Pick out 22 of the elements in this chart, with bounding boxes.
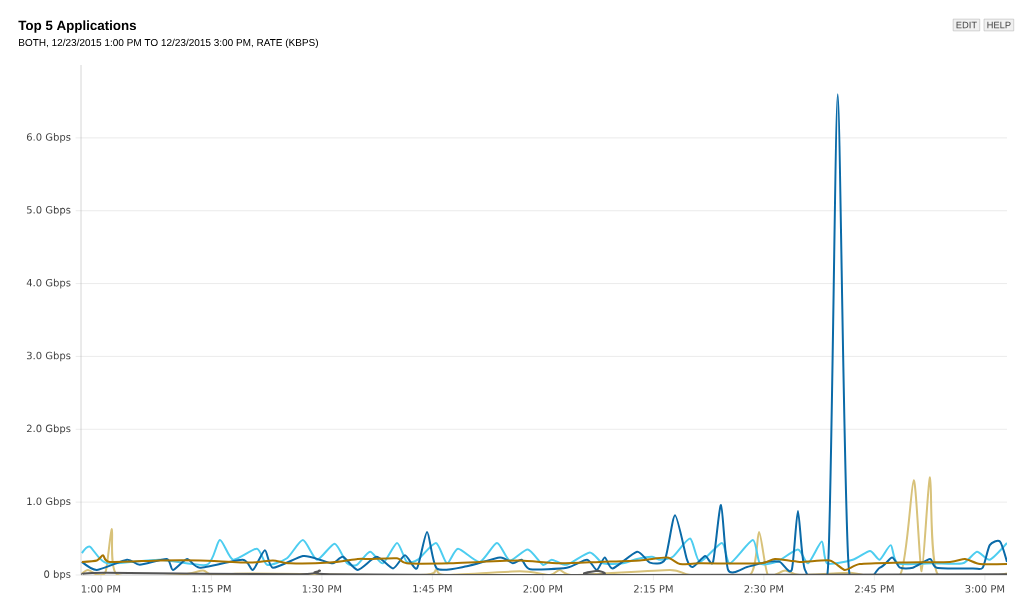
y-tick-label: 4.0 Gbps	[26, 278, 71, 289]
x-tick-label: 1:30 PM	[302, 585, 342, 593]
line-series	[81, 537, 1007, 567]
x-tick-label: 2:00 PM	[523, 585, 563, 593]
y-tick-label: 5.0 Gbps	[27, 205, 71, 216]
text: HELP	[987, 21, 1011, 29]
line-series	[81, 554, 1007, 571]
y-tick-label: 6.0 Gbps	[26, 133, 71, 143]
x-tick-label: 2:15 PM	[633, 585, 673, 593]
y-tick-label: 0 bps	[44, 570, 71, 580]
x-tick-label: 2:30 PM	[744, 585, 784, 593]
x-tick-label: 1:45 PM	[413, 585, 452, 593]
x-tick-label: 3:00 PM	[965, 585, 1005, 593]
chart-title: Top 5 Applications	[18, 20, 137, 33]
x-tick-label: 2:45 PM	[854, 585, 894, 593]
x-tick-label: 1:15 PM	[192, 585, 231, 593]
y-tick-label: 1.0 Gbps	[27, 497, 71, 507]
chart-subtitle: BOTH, 12/23/2015 1:00 PM TO 12/23/2015 3:00 PM, RATE (KBPS)	[19, 38, 318, 49]
y-tick-label: 2.0 Gbps	[26, 424, 71, 435]
y-tick-label: 3.0 Gbps	[26, 351, 71, 362]
text: EDIT	[956, 21, 977, 29]
x-tick-label: 1:00 PM	[81, 585, 121, 593]
